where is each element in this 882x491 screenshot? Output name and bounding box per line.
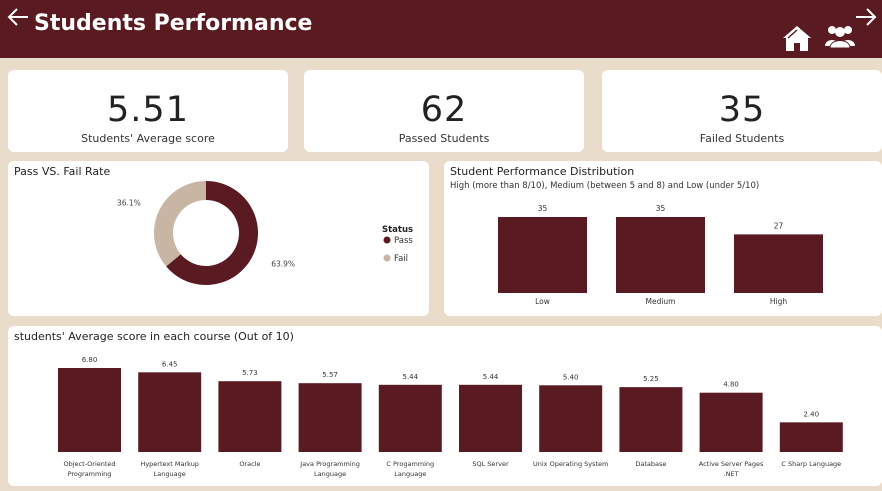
x-tick-label: Low	[535, 297, 550, 306]
course-bar[interactable]	[138, 372, 202, 452]
x-tick-label: .NET	[724, 470, 739, 478]
users-icon[interactable]	[824, 24, 856, 54]
course-bar[interactable]	[459, 384, 522, 452]
course-bar[interactable]	[218, 381, 282, 452]
bar-value-label: 5.73	[242, 369, 258, 377]
bar-high[interactable]	[734, 234, 823, 293]
course-bar[interactable]	[539, 385, 603, 452]
kpi-card-failed-students: 35 Failed Students	[602, 70, 882, 152]
x-tick-label: Language	[154, 470, 186, 478]
kpi-value: 5.51	[107, 90, 189, 130]
kpi-card-passed-students: 62 Passed Students	[304, 70, 584, 152]
kpi-label: Students' Average score	[81, 132, 215, 145]
arrow-right-icon[interactable]	[854, 6, 878, 33]
course-bar[interactable]	[298, 383, 362, 452]
bar-value-label: 4.80	[723, 381, 739, 389]
x-tick-label: Hypertext Markup	[140, 460, 199, 468]
x-tick-label: Language	[314, 470, 346, 478]
pass-fail-card: Pass VS. Fail Rate 63.9% 36.1% Status Pass F…	[8, 161, 429, 316]
x-tick-label: Programming	[68, 470, 112, 478]
legend-title: Status	[382, 225, 413, 235]
course-bar[interactable]	[58, 368, 121, 452]
legend-item-pass[interactable]: Pass	[394, 236, 413, 246]
distribution-title: Student Performance Distribution	[450, 165, 635, 178]
legend-marker-fail	[383, 254, 391, 262]
course-average-title: students' Average score in each course (…	[14, 330, 294, 343]
page-title: Students Performance	[34, 11, 313, 36]
x-tick-label: SQL Server	[472, 460, 509, 468]
bar-value-label: 35	[538, 204, 548, 213]
kpi-card-average-score: 5.51 Students' Average score	[8, 70, 288, 152]
x-tick-label: Language	[394, 470, 426, 478]
x-tick-label: High	[770, 297, 787, 306]
distribution-bar-chart: 35 Low 35 Medium 27 High	[498, 204, 823, 306]
bar-low[interactable]	[498, 217, 587, 293]
bar-value-label: 6.45	[162, 360, 178, 368]
distribution-card: Student Performance Distribution High (m…	[444, 161, 882, 316]
donut-data-label: 63.9%	[271, 259, 295, 268]
donut-slice-pass[interactable]	[166, 181, 258, 285]
donut-slice-fail[interactable]	[154, 181, 206, 267]
course-bar[interactable]	[699, 392, 763, 452]
header-bar: Students Performance	[0, 0, 882, 58]
kpi-label: Passed Students	[398, 132, 490, 145]
course-average-bar-chart: 6.80 Object-Oriented Programming 6.45 Hypert…	[58, 356, 843, 478]
bar-value-label: 5.44	[483, 373, 499, 381]
course-average-card: students' Average score in each course (…	[8, 326, 882, 486]
x-tick-label: Database	[635, 460, 666, 468]
distribution-subtitle: High (more than 8/10), Medium (between 5…	[450, 181, 760, 191]
x-tick-label: Medium	[646, 297, 676, 306]
pass-fail-title: Pass VS. Fail Rate	[14, 165, 111, 178]
bar-medium[interactable]	[616, 217, 705, 293]
bar-value-label: 6.80	[82, 356, 98, 364]
legend-marker-pass	[383, 236, 391, 244]
home-icon[interactable]	[782, 24, 812, 56]
legend-item-fail[interactable]: Fail	[394, 254, 408, 264]
bar-value-label: 5.25	[643, 375, 659, 383]
x-tick-label: Java Programming	[299, 460, 360, 468]
x-tick-label: Active Server Pages	[699, 460, 764, 468]
kpi-value: 35	[718, 90, 766, 130]
bar-value-label: 5.57	[322, 371, 338, 379]
x-tick-label: C Progamming	[386, 460, 434, 468]
x-tick-label: Unix Operating System	[533, 460, 608, 468]
bar-value-label: 27	[774, 221, 784, 230]
donut-data-label: 36.1%	[117, 199, 141, 208]
x-tick-label: C Sharp Language	[781, 460, 841, 468]
course-bar[interactable]	[378, 384, 442, 452]
kpi-label: Failed Students	[699, 132, 785, 145]
arrow-left-icon[interactable]	[6, 6, 30, 33]
bar-value-label: 2.40	[804, 410, 820, 418]
course-bar[interactable]	[619, 387, 683, 452]
course-bar[interactable]	[779, 422, 843, 452]
x-tick-label: Oracle	[239, 460, 260, 468]
bar-value-label: 35	[656, 204, 666, 213]
kpi-value: 62	[420, 90, 468, 130]
x-tick-label: Object-Oriented	[63, 460, 115, 468]
bar-value-label: 5.44	[403, 373, 419, 381]
bar-value-label: 5.40	[563, 373, 579, 381]
